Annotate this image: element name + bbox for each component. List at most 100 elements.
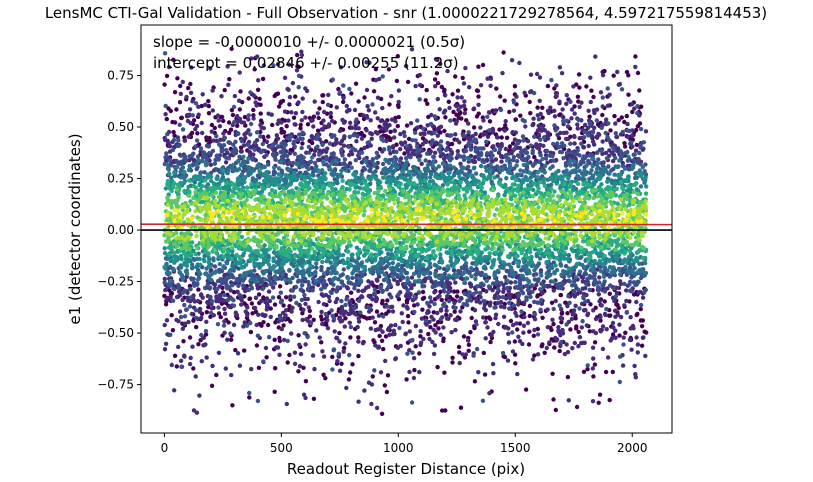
scatter-point (221, 264, 226, 269)
scatter-point (401, 130, 407, 135)
scatter-point (275, 136, 281, 141)
scatter-point (426, 130, 431, 135)
scatter-point (575, 94, 581, 100)
scatter-point (599, 160, 605, 166)
scatter-point (365, 104, 370, 109)
scatter-point (247, 395, 252, 400)
scatter-point (325, 102, 331, 108)
scatter-point (454, 317, 459, 322)
scatter-point (309, 118, 314, 124)
scatter-point (637, 269, 642, 274)
scatter-point (488, 169, 493, 174)
scatter-point (193, 308, 199, 313)
scatter-point (204, 138, 209, 143)
scatter-point (383, 334, 389, 339)
scatter-point (260, 76, 266, 82)
scatter-point (192, 283, 197, 288)
scatter-point (591, 356, 596, 361)
scatter-point (599, 125, 604, 130)
scatter-point (356, 288, 361, 293)
scatter-point (551, 321, 556, 327)
scatter-point (550, 371, 555, 376)
scatter-point (493, 312, 499, 317)
scatter-point (613, 164, 618, 169)
scatter-point (551, 288, 556, 293)
scatter-point (624, 69, 630, 75)
scatter-point (574, 404, 580, 410)
scatter-point (176, 138, 181, 143)
scatter-point (600, 112, 605, 118)
scatter-point (264, 355, 269, 360)
scatter-point (223, 366, 228, 371)
scatter-point (495, 296, 501, 301)
scatter-point (306, 305, 311, 310)
scatter-point (230, 112, 236, 118)
scatter-point (328, 110, 333, 116)
scatter-point (521, 162, 527, 168)
scatter-point (619, 115, 624, 120)
scatter-point (208, 294, 213, 300)
scatter-point (511, 303, 517, 308)
scatter-point (464, 118, 469, 123)
scatter-point (249, 301, 255, 306)
scatter-point (518, 149, 524, 155)
scatter-point (396, 99, 401, 105)
scatter-point (633, 64, 638, 70)
scatter-point (599, 303, 604, 308)
scatter-point (433, 279, 438, 285)
scatter-point (552, 123, 557, 128)
scatter-point (638, 143, 643, 148)
scatter-point (238, 89, 243, 94)
scatter-point (208, 277, 213, 283)
scatter-point (512, 339, 518, 344)
scatter-point (412, 165, 417, 170)
scatter-point (321, 302, 327, 307)
scatter-point (167, 171, 172, 176)
scatter-point (622, 144, 628, 149)
scatter-point (252, 140, 258, 145)
scatter-point (428, 295, 433, 300)
scatter-point (372, 162, 377, 167)
scatter-point (575, 122, 580, 127)
scatter-point (219, 94, 224, 99)
scatter-point (508, 318, 514, 324)
scatter-point (431, 327, 436, 333)
scatter-point (337, 368, 343, 373)
scatter-point (175, 76, 180, 81)
scatter-point (584, 130, 590, 136)
scatter-point (608, 313, 613, 318)
scatter-point (446, 273, 452, 278)
scatter-point (364, 87, 370, 93)
scatter-point (502, 305, 507, 310)
scatter-point (622, 166, 628, 171)
scatter-point (445, 140, 450, 146)
scatter-point (222, 330, 227, 335)
scatter-point (287, 267, 292, 273)
scatter-point (226, 120, 232, 125)
scatter-point (579, 141, 584, 146)
scatter-point (558, 292, 563, 298)
scatter-point (392, 135, 397, 140)
scatter-point (336, 351, 342, 356)
scatter-point (430, 284, 436, 289)
scatter-point (245, 305, 250, 310)
scatter-point (393, 322, 398, 328)
scatter-point (332, 133, 337, 138)
scatter-point (550, 317, 555, 322)
scatter-point (339, 148, 344, 153)
scatter-point (195, 277, 201, 282)
scatter-point (610, 369, 615, 375)
scatter-point (627, 288, 633, 293)
scatter-point (481, 350, 486, 356)
scatter-point (569, 150, 574, 155)
scatter-point (380, 74, 385, 79)
scatter-point (609, 178, 614, 183)
scatter-point (345, 276, 351, 281)
scatter-point (478, 281, 484, 286)
scatter-point (554, 94, 559, 99)
scatter-point (556, 328, 561, 333)
scatter-point (221, 118, 226, 124)
scatter-point (535, 105, 540, 110)
scatter-point (457, 170, 462, 175)
scatter-point (327, 141, 333, 146)
